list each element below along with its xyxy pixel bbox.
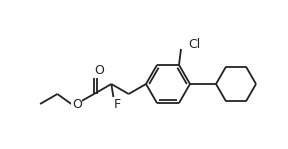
Text: Cl: Cl — [188, 38, 200, 51]
Text: O: O — [94, 65, 104, 77]
Text: F: F — [114, 98, 121, 111]
Text: O: O — [72, 97, 82, 111]
